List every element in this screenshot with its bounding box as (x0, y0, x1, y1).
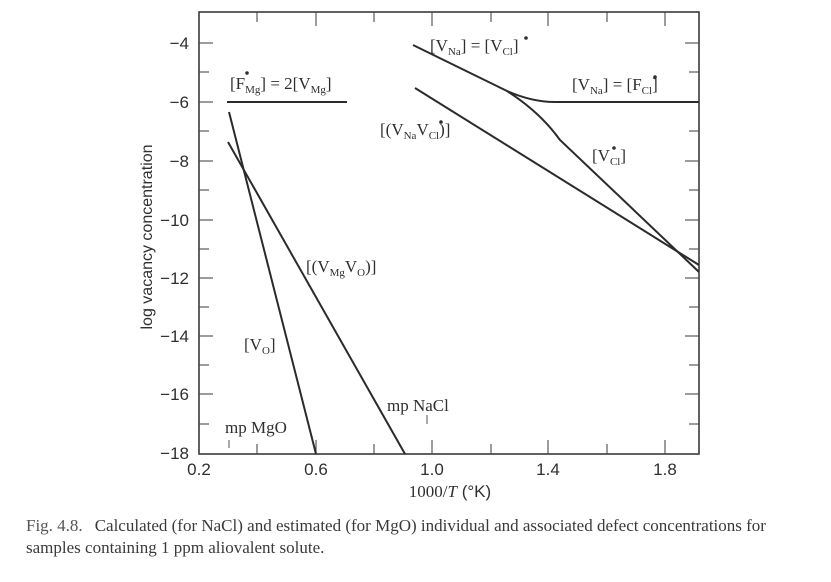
y-tick-label: −6 (170, 93, 189, 112)
y-tick-label: −14 (160, 327, 189, 346)
y-tick-label: −4 (170, 34, 189, 53)
y-tick-label: −18 (160, 444, 189, 463)
x-tick-label: 0.2 (187, 460, 211, 479)
label-nacl-extrinsic: [VNa] = [FCl] (572, 75, 658, 97)
x-axis-title: 1000/T (°K) (409, 482, 491, 501)
label-assoc-nacl: [(VNaVCl)] (380, 120, 450, 142)
label-mp-nacl: mp NaCl (387, 396, 449, 415)
figure-caption: Fig. 4.8. Calculated (for NaCl) and estim… (26, 515, 816, 559)
series-vcl-line (506, 90, 700, 273)
series-lines (227, 44, 700, 455)
y-tick-labels: −4 −6 −8 −10 −12 −14 −16 −18 (160, 34, 189, 463)
caption-text: Calculated (for NaCl) and estimated (for… (26, 516, 766, 557)
dot-charge-icon (653, 75, 657, 79)
y-axis-title: log vacancy concentration (139, 145, 156, 330)
label-assoc-mgo: [(VMgVO)] (306, 257, 376, 279)
x-tick-labels: 0.2 0.6 1.0 1.4 1.8 (187, 460, 677, 479)
dot-charge-icon (439, 120, 443, 124)
x-tick-label: 1.8 (653, 460, 677, 479)
curve-labels: [FMg] = 2[VMg] [VO] [(VMgVO)] [VNa] = [V… (225, 36, 658, 437)
x-tick-label: 1.0 (420, 460, 444, 479)
x-tick-label: 0.6 (304, 460, 328, 479)
x-ticks (256, 12, 666, 454)
dot-charge-icon (612, 146, 616, 150)
series-vo-line (228, 111, 317, 455)
label-vo: [VO] (244, 335, 276, 357)
label-mgo-equality: [FMg] = 2[VMg] (230, 74, 332, 96)
y-tick-label: −10 (160, 211, 189, 230)
label-mp-mgo: mp MgO (225, 418, 287, 437)
series-assoc-nacl-line (414, 87, 700, 266)
plot-frame (198, 11, 700, 455)
figure-number: Fig. 4.8. (26, 516, 83, 535)
label-vcl: [VCl] (592, 146, 626, 168)
dot-charge-icon (524, 36, 528, 40)
y-tick-label: −12 (160, 269, 189, 288)
series-assoc-mgo-line (227, 141, 406, 455)
y-ticks (199, 42, 699, 425)
x-tick-label: 1.4 (536, 460, 560, 479)
mp-markers (228, 415, 428, 448)
label-nacl-intrinsic: [VNa] = [VCl] (430, 36, 519, 58)
y-tick-label: −8 (170, 152, 189, 171)
y-tick-label: −16 (160, 385, 189, 404)
dot-charge-icon (245, 71, 249, 75)
